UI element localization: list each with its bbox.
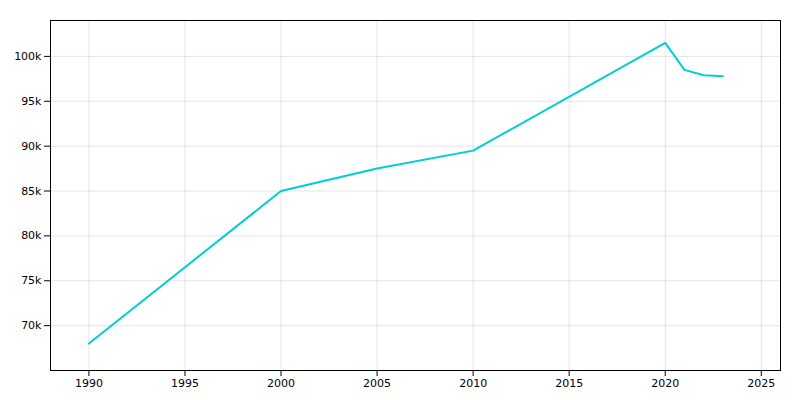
svg-text:2020: 2020	[651, 377, 679, 390]
svg-text:1990: 1990	[75, 377, 103, 390]
svg-text:2025: 2025	[747, 377, 775, 390]
svg-text:2005: 2005	[363, 377, 391, 390]
svg-text:85k: 85k	[21, 185, 42, 198]
svg-text:95k: 95k	[21, 95, 42, 108]
svg-text:75k: 75k	[21, 274, 42, 287]
svg-text:1995: 1995	[171, 377, 199, 390]
svg-text:2015: 2015	[555, 377, 583, 390]
svg-text:70k: 70k	[21, 319, 42, 332]
svg-text:80k: 80k	[21, 229, 42, 242]
svg-text:2000: 2000	[267, 377, 295, 390]
svg-text:90k: 90k	[21, 140, 42, 153]
svg-text:2010: 2010	[459, 377, 487, 390]
svg-text:100k: 100k	[14, 50, 42, 63]
